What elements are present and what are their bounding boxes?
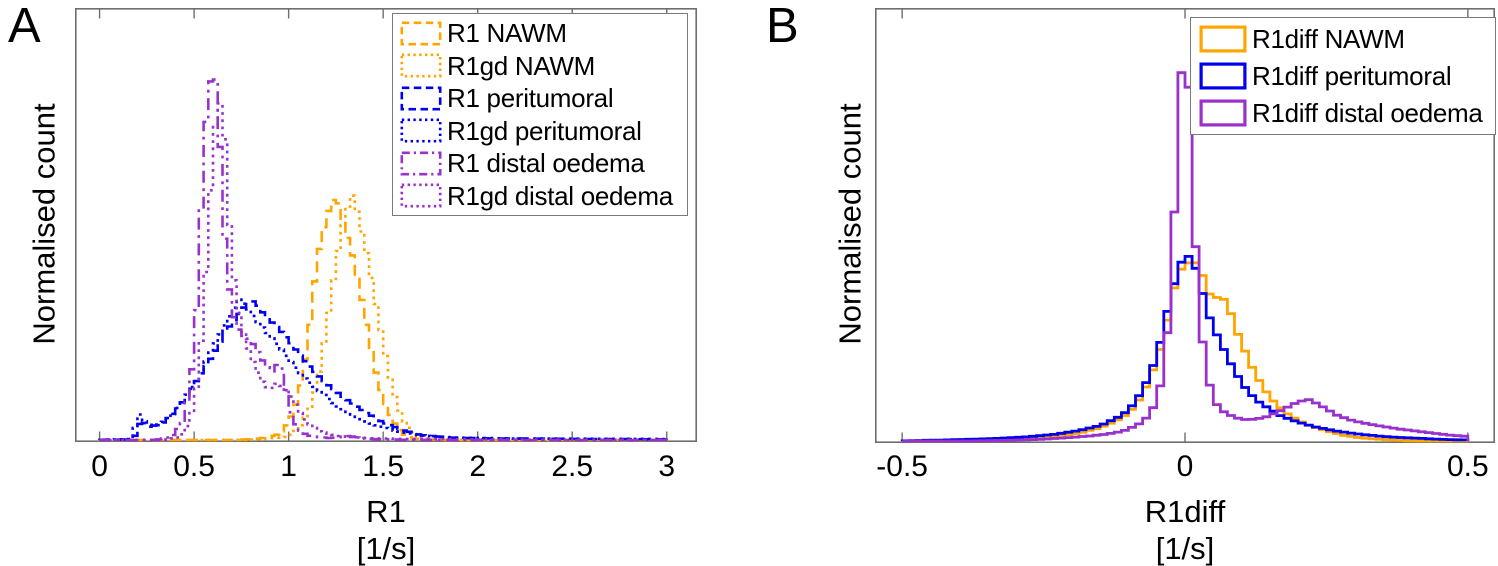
x-tick-label-b-2: 0.5 [1446,450,1489,483]
series-r1diff-distal-oedema [902,71,1470,443]
panel-a-xunit: [1/s] [356,531,416,566]
x-tick-label-a-1: 0.5 [173,450,215,483]
legend-item: R1gd NAWM [400,53,683,79]
legend-item: R1gd peritumoral [400,118,683,144]
legend-sample-dashed [400,86,442,111]
legend-sample-solid [1199,62,1247,90]
panel-a-ylabel: Normalised count [26,103,62,345]
x-tick-label-a-3: 1.5 [362,450,405,483]
legend-label: R1gd peritumoral [447,115,642,146]
legend-item: R1 NAWM [400,20,683,46]
legend-sample-dotted [400,118,442,143]
legend-item: R1diff distal oedema [1199,99,1491,127]
legend-label: R1gd distal oedema [447,180,673,211]
axes-frame [75,8,697,442]
x-tick-label-b-0: -0.5 [876,450,928,483]
legend-item: R1diff peritumoral [1199,62,1491,90]
legend-label: R1 NAWM [447,18,567,49]
panel-a-legend: R1 NAWM R1gd NAWM R1 peritumoral R1gd perit… [392,13,688,216]
series-r1diff-peritumoral [900,255,1470,443]
series-r1-peritumoral [98,300,669,442]
legend-sample-dotted [400,53,442,78]
legend-sample-dashed [400,21,442,46]
series-r1gd-distal-oedema [99,102,669,442]
panel-a-letter: A [8,0,41,53]
legend-item: R1diff NAWM [1199,25,1491,53]
x-tick-label-b-1: 0 [1176,450,1194,483]
panel-a-plot-area [75,8,697,442]
legend-label: R1gd NAWM [447,50,596,81]
x-tick-label-a-0: 0 [91,450,108,483]
panel-b-plot-area [875,8,1495,443]
legend-item: R1 peritumoral [400,85,683,111]
legend-label: R1 peritumoral [447,83,614,114]
legend-label: R1diff NAWM [1252,24,1405,55]
panel-b-ylabel: Normalised count [832,103,868,345]
x-tick-label-a-2: 1 [280,450,297,483]
legend-sample-dotted [400,183,442,208]
legend-item: R1gd distal oedema [400,183,683,209]
legend-sample-solid [1199,99,1247,127]
series-r1diff-nawm [902,261,1468,443]
axes-frame [875,8,1495,443]
legend-sample-solid [1199,25,1247,53]
panel-b-xunit: [1/s] [1155,531,1215,566]
panel-a-xlabel: R1 [366,494,406,529]
x-tick-label-a-5: 2.5 [551,450,594,483]
legend-sample-dashdot [400,151,442,176]
legend-label: R1 distal oedema [447,148,645,179]
panel-b-xlabel: R1diff [1144,494,1226,529]
x-tick-label-a-6: 3 [658,450,676,483]
legend-label: R1diff distal oedema [1252,97,1483,128]
panel-b-letter: B [766,0,799,53]
legend-item: R1 distal oedema [400,150,683,176]
x-tick-label-a-4: 2 [469,450,487,483]
legend-label: R1diff peritumoral [1252,60,1452,91]
panel-b-legend: R1diff NAWM R1diff peritumoral R1diff dist… [1190,17,1496,135]
